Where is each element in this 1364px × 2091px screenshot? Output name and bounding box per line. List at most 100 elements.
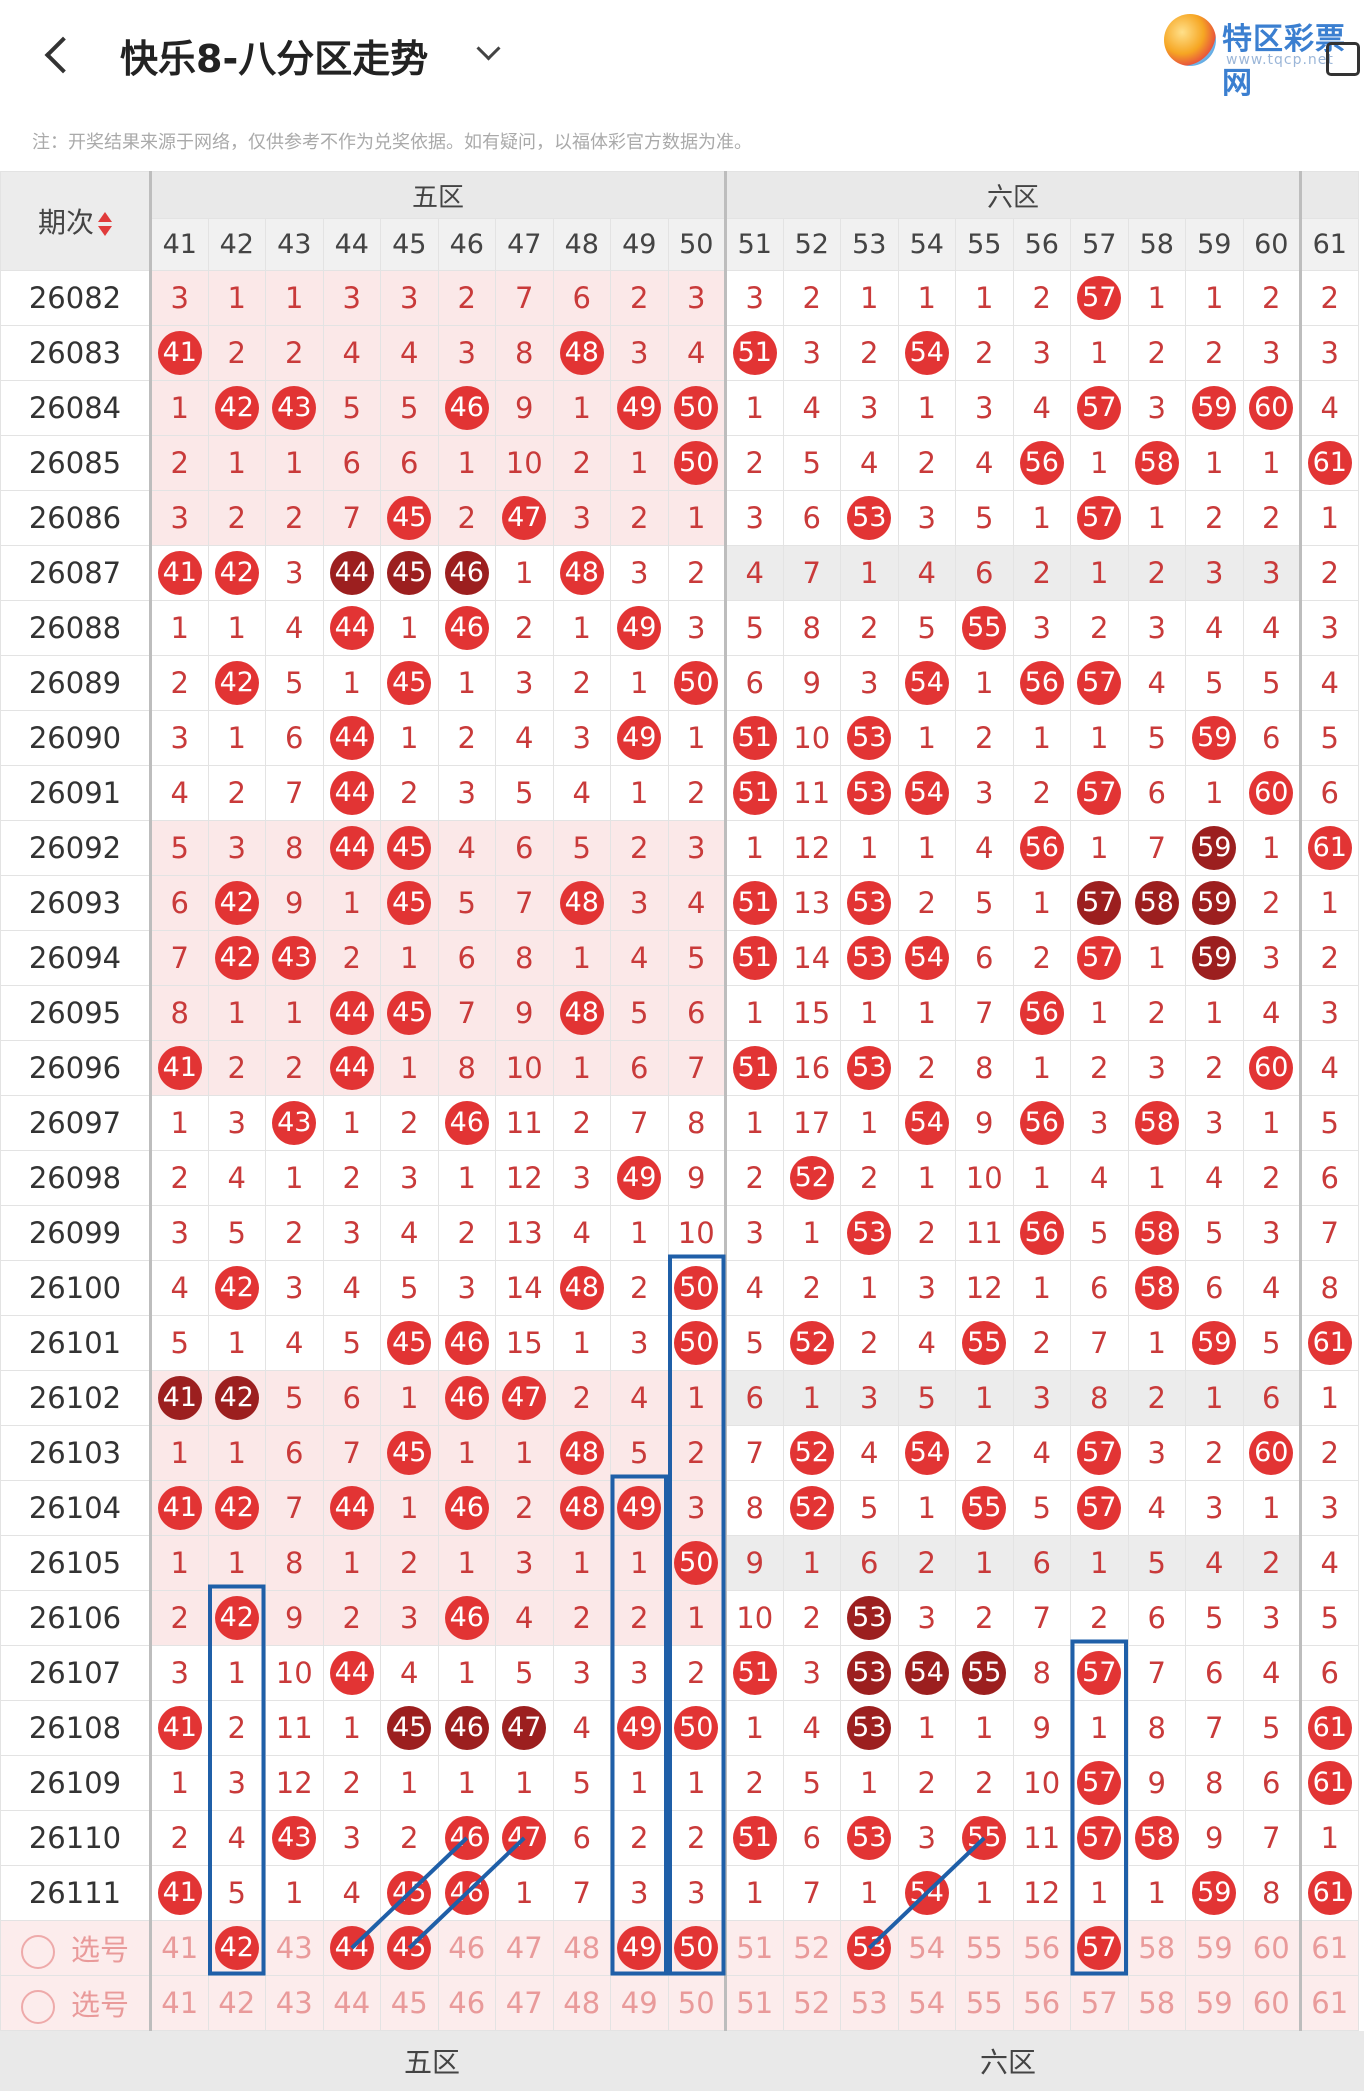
select-number-cell[interactable]: 44 bbox=[322, 1975, 381, 2031]
drawn-ball: 57 bbox=[1077, 1651, 1122, 1695]
select-number-cell[interactable]: 45 bbox=[380, 1920, 439, 1976]
select-number-cell[interactable]: 41 bbox=[149, 1920, 209, 1976]
select-number-cell[interactable]: 54 bbox=[897, 1975, 956, 2031]
select-number-cell[interactable]: 50 bbox=[667, 1920, 726, 1976]
select-number-cell[interactable]: 60 bbox=[1242, 1975, 1301, 2031]
select-number-cell[interactable]: 47 bbox=[495, 1975, 554, 2031]
number-cell: 2 bbox=[207, 1700, 266, 1756]
select-number-cell[interactable]: 42 bbox=[207, 1920, 266, 1976]
select-number-cell[interactable]: 51 bbox=[724, 1920, 784, 1976]
number-column-header[interactable]: 53 bbox=[840, 218, 899, 271]
number-cell: 3 bbox=[1299, 325, 1359, 381]
select-number-cell[interactable]: 51 bbox=[724, 1975, 784, 2031]
select-number-cell[interactable]: 58 bbox=[1127, 1975, 1186, 2031]
chevron-down-icon[interactable] bbox=[476, 40, 500, 64]
number-column-header[interactable]: 46 bbox=[437, 218, 496, 271]
select-number-cell[interactable]: 58 bbox=[1127, 1920, 1186, 1976]
number-column-header[interactable]: 58 bbox=[1127, 218, 1186, 271]
number-cell: 2 bbox=[322, 1150, 381, 1206]
drawn-ball: 42 bbox=[214, 1376, 259, 1420]
select-number-cell[interactable]: 55 bbox=[955, 1920, 1014, 1976]
select-number-cell[interactable]: 47 bbox=[495, 1920, 554, 1976]
selected-ball[interactable]: 44 bbox=[329, 1926, 374, 1970]
number-column-header[interactable]: 42 bbox=[207, 218, 266, 271]
number-cell: 1 bbox=[1242, 1480, 1301, 1536]
selected-ball[interactable]: 57 bbox=[1077, 1926, 1122, 1970]
select-number-cell[interactable]: 61 bbox=[1299, 1975, 1359, 2031]
select-number-cell[interactable]: 46 bbox=[437, 1975, 496, 2031]
number-column-header[interactable]: 57 bbox=[1070, 218, 1129, 271]
selected-ball[interactable]: 49 bbox=[617, 1926, 662, 1970]
select-number-cell[interactable]: 53 bbox=[840, 1920, 899, 1976]
radio-icon[interactable] bbox=[21, 1990, 55, 2024]
number-column-header[interactable]: 48 bbox=[552, 218, 611, 271]
select-number-cell[interactable]: 59 bbox=[1185, 1975, 1244, 2031]
number-column-header[interactable]: 59 bbox=[1185, 218, 1244, 271]
period-cell: 26092 bbox=[0, 820, 151, 876]
select-number-cell[interactable]: 42 bbox=[207, 1975, 266, 2031]
number-column-header[interactable]: 55 bbox=[955, 218, 1014, 271]
select-number-cell[interactable]: 52 bbox=[782, 1920, 841, 1976]
select-number-cell[interactable]: 52 bbox=[782, 1975, 841, 2031]
period-column-header[interactable]: 期次 bbox=[0, 171, 151, 271]
select-number-cell[interactable]: 45 bbox=[380, 1975, 439, 2031]
number-column-header[interactable]: 51 bbox=[724, 218, 784, 271]
back-icon[interactable] bbox=[40, 28, 80, 84]
selected-ball[interactable]: 42 bbox=[214, 1926, 259, 1970]
select-number-cell[interactable]: 59 bbox=[1185, 1920, 1244, 1976]
number-cell: 57 bbox=[1070, 380, 1129, 436]
period-cell: 26084 bbox=[0, 380, 151, 436]
select-number-cell[interactable]: 56 bbox=[1012, 1920, 1071, 1976]
number-cell: 46 bbox=[437, 380, 496, 436]
select-number-cell[interactable]: 60 bbox=[1242, 1920, 1301, 1976]
number-cell: 8 bbox=[437, 1040, 496, 1096]
sort-icon[interactable] bbox=[98, 210, 112, 238]
select-number-cell[interactable]: 57 bbox=[1070, 1920, 1129, 1976]
number-column-header[interactable]: 44 bbox=[322, 218, 381, 271]
menu-icon[interactable] bbox=[1326, 42, 1360, 76]
selected-ball[interactable]: 53 bbox=[847, 1926, 892, 1970]
select-number-cell[interactable]: 48 bbox=[552, 1920, 611, 1976]
number-column-header[interactable]: 45 bbox=[380, 218, 439, 271]
drawn-ball: 49 bbox=[617, 1156, 662, 1200]
select-number-cell[interactable]: 43 bbox=[265, 1975, 324, 2031]
number-column-header[interactable]: 50 bbox=[667, 218, 726, 271]
select-number-cell[interactable]: 48 bbox=[552, 1975, 611, 2031]
select-number-cell[interactable]: 54 bbox=[897, 1920, 956, 1976]
number-column-header[interactable]: 61 bbox=[1299, 218, 1359, 271]
select-number-cell[interactable]: 55 bbox=[955, 1975, 1014, 2031]
select-number-cell[interactable]: 53 bbox=[840, 1975, 899, 2031]
page-title[interactable]: 快乐8-八分区走势 bbox=[120, 37, 429, 81]
select-number-cell[interactable]: 43 bbox=[265, 1920, 324, 1976]
number-column-header[interactable]: 54 bbox=[897, 218, 956, 271]
select-number-cell[interactable]: 57 bbox=[1070, 1975, 1129, 2031]
select-number-cell[interactable]: 49 bbox=[610, 1920, 669, 1976]
selected-ball[interactable]: 50 bbox=[674, 1926, 719, 1970]
select-number-cell[interactable]: 44 bbox=[322, 1920, 381, 1976]
number-column-header[interactable]: 49 bbox=[610, 218, 669, 271]
number-cell: 3 bbox=[1012, 600, 1071, 656]
number-column-header[interactable]: 41 bbox=[149, 218, 209, 271]
number-column-header[interactable]: 52 bbox=[782, 218, 841, 271]
select-number-cell[interactable]: 41 bbox=[149, 1975, 209, 2031]
select-number-cell[interactable]: 46 bbox=[437, 1920, 496, 1976]
number-cell: 50 bbox=[667, 1260, 726, 1316]
number-cell: 3 bbox=[1242, 545, 1301, 601]
select-number-cell[interactable]: 49 bbox=[610, 1975, 669, 2031]
select-row-label[interactable]: 选号 bbox=[0, 1975, 151, 2031]
number-cell: 42 bbox=[207, 1260, 266, 1316]
selected-ball[interactable]: 45 bbox=[387, 1926, 432, 1970]
number-cell: 2 bbox=[380, 1095, 439, 1151]
radio-icon[interactable] bbox=[21, 1935, 55, 1969]
select-number-cell[interactable]: 61 bbox=[1299, 1920, 1359, 1976]
number-column-header[interactable]: 60 bbox=[1242, 218, 1301, 271]
select-number-cell[interactable]: 50 bbox=[667, 1975, 726, 2031]
number-column-header[interactable]: 43 bbox=[265, 218, 324, 271]
number-column-header[interactable]: 56 bbox=[1012, 218, 1071, 271]
number-cell: 5 bbox=[437, 875, 496, 931]
number-column-header[interactable]: 47 bbox=[495, 218, 554, 271]
number-cell: 1 bbox=[552, 1040, 611, 1096]
number-cell: 42 bbox=[207, 380, 266, 436]
select-row-label[interactable]: 选号 bbox=[0, 1920, 151, 1976]
select-number-cell[interactable]: 56 bbox=[1012, 1975, 1071, 2031]
